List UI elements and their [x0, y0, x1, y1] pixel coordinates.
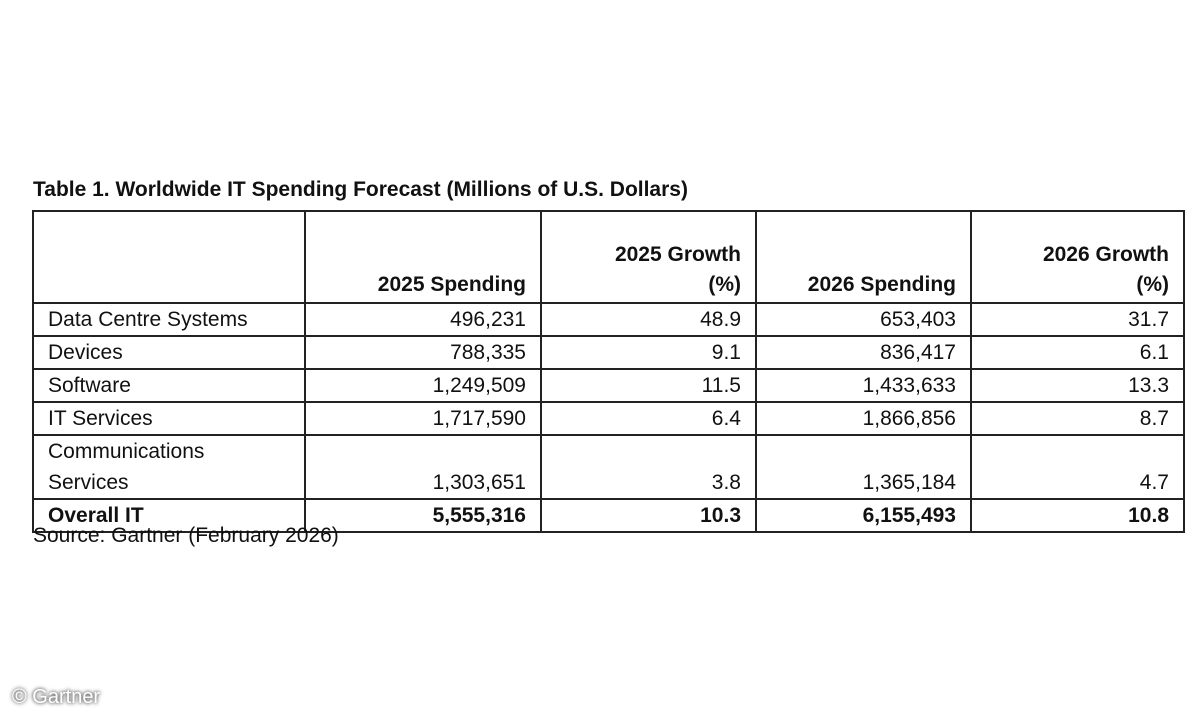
cell-2025-spending: 1,303,651: [304, 434, 542, 500]
cell-2026-spending: 1,365,184: [755, 434, 972, 500]
header-empty: [32, 210, 306, 304]
cell-2026-growth: 10.8: [970, 498, 1185, 533]
cell-2026-spending: 1,866,856: [755, 401, 972, 436]
cell-2026-growth: 8.7: [970, 401, 1185, 436]
table-row: Devices 788,335 9.1 836,417 6.1: [32, 335, 1185, 370]
source-note: Source: Gartner (February 2026): [33, 524, 339, 547]
table-row: IT Services 1,717,590 6.4 1,866,856 8.7: [32, 401, 1185, 436]
header-2025-spending: 2025 Spending: [304, 210, 542, 304]
cell-2025-growth: 3.8: [540, 434, 757, 500]
header-2026-spending: 2026 Spending: [755, 210, 972, 304]
cell-2026-spending: 836,417: [755, 335, 972, 370]
row-label: Devices: [32, 335, 306, 370]
row-label-line: Services: [48, 471, 129, 494]
header-unit: (%): [708, 273, 741, 296]
header-2025-growth: 2025 Growth (%): [540, 210, 757, 304]
table-row: Data Centre Systems 496,231 48.9 653,403…: [32, 302, 1185, 337]
cell-2025-spending: 5,555,316: [304, 498, 542, 533]
row-label: Communications Services: [32, 434, 306, 500]
row-label: Software: [32, 368, 306, 403]
header-2026-growth: 2026 Growth (%): [970, 210, 1185, 304]
total-row: Overall IT 5,555,316 10.3 6,155,493 10.8: [32, 498, 1185, 533]
header-text: 2025 Growth: [614, 243, 741, 266]
row-label: Data Centre Systems: [32, 302, 306, 337]
cell-2026-spending: 6,155,493: [755, 498, 972, 533]
cell-2025-spending: 788,335: [304, 335, 542, 370]
table-title: Table 1. Worldwide IT Spending Forecast …: [33, 178, 688, 201]
row-label: Overall IT: [32, 498, 306, 533]
cell-2026-growth: 6.1: [970, 335, 1185, 370]
copyright-watermark: © Gartner: [12, 686, 101, 708]
cell-2025-spending: 496,231: [304, 302, 542, 337]
header-row: 2025 Spending 2025 Growth (%) 2026 Spendi…: [32, 210, 1185, 304]
header-text: 2026 Growth: [1042, 243, 1169, 266]
row-label: IT Services: [32, 401, 306, 436]
cell-2026-growth: 13.3: [970, 368, 1185, 403]
cell-2025-growth: 6.4: [540, 401, 757, 436]
cell-2025-growth: 11.5: [540, 368, 757, 403]
table-row: Software 1,249,509 11.5 1,433,633 13.3: [32, 368, 1185, 403]
cell-2026-growth: 31.7: [970, 302, 1185, 337]
cell-2025-spending: 1,717,590: [304, 401, 542, 436]
spending-table: 2025 Spending 2025 Growth (%) 2026 Spendi…: [32, 210, 1185, 533]
cell-2026-spending: 653,403: [755, 302, 972, 337]
cell-2025-spending: 1,249,509: [304, 368, 542, 403]
cell-2025-growth: 48.9: [540, 302, 757, 337]
cell-2026-growth: 4.7: [970, 434, 1185, 500]
table-row: Communications Services 1,303,651 3.8 1,3…: [32, 434, 1185, 500]
header-unit: (%): [1136, 273, 1169, 296]
cell-2025-growth: 9.1: [540, 335, 757, 370]
cell-2026-spending: 1,433,633: [755, 368, 972, 403]
row-label-line: Communications: [48, 440, 205, 463]
cell-2025-growth: 10.3: [540, 498, 757, 533]
